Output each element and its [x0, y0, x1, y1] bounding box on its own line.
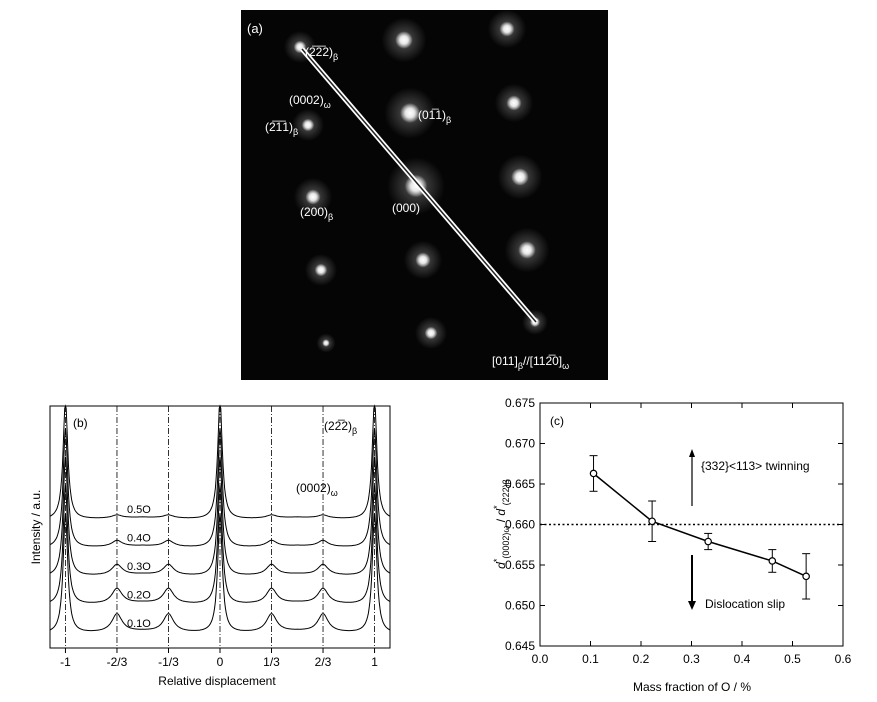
diffraction-spot: [499, 21, 515, 37]
panel-c-axes: 0.0 0.1 0.2 0.3 0.4 0.5 0.6 0.645 0.650 0.655 0.66…: [505, 396, 852, 666]
x-tick-label: 0.2: [633, 652, 650, 666]
x-tick-label: 0.0: [532, 652, 549, 666]
series-label: 0.2O: [127, 590, 151, 602]
diffraction-spot: [506, 95, 522, 111]
spot-label-211: (2̅1̅1)β: [265, 120, 298, 137]
panel-c-y-axis-label: d*(0002)ω / d*(222)β: [492, 479, 511, 569]
spot-label-200: (200)β: [300, 205, 333, 222]
x-tick-label: 1/3: [263, 655, 280, 669]
x-tick-label: 0.3: [683, 652, 700, 666]
intensity-curve: [49, 428, 391, 547]
panel-c-x-axis-label: Mass fraction of O / %: [633, 680, 751, 694]
panel-b-tag: (b): [73, 416, 88, 430]
diffraction-spot: [314, 263, 328, 277]
twinning-annotation: {332}<113> twinning: [701, 459, 810, 473]
spot-label-011: (01̅1)β: [418, 108, 451, 125]
spot-label-222: (2̅2̅2)β: [305, 45, 338, 62]
panel-b-curves: [49, 404, 391, 632]
y-tick-label: 0.655: [505, 558, 535, 572]
x-tick-label: -2/3: [107, 655, 128, 669]
panel-c-ratio-plot: 0.0 0.1 0.2 0.3 0.4 0.5 0.6 0.645 0.650 0.655 0.66…: [492, 396, 852, 694]
panel-a-tag: (a): [247, 21, 263, 36]
data-point: [589, 469, 598, 478]
spot-label-000: (000): [392, 201, 420, 215]
slip-arrowhead: [688, 601, 696, 610]
y-tick-label: 0.675: [505, 396, 535, 410]
panel-b-dashdot-lines: [65, 406, 375, 648]
panel-b-y-axis-label: Intensity / a.u.: [29, 490, 43, 565]
panel-b-x-axis-label: Relative displacement: [158, 674, 276, 688]
x-tick-label: 0.1: [582, 652, 599, 666]
diffraction-spot: [400, 103, 420, 123]
diffraction-spot: [511, 168, 529, 186]
data-point: [802, 572, 810, 581]
x-tick-label: 1: [371, 655, 378, 669]
diffraction-spot: [424, 326, 438, 340]
x-tick-label: -1: [60, 655, 71, 669]
x-tick-label: 0: [217, 655, 224, 669]
data-point: [704, 537, 712, 546]
intensity-curve: [49, 484, 391, 603]
twinning-arrowhead: [689, 449, 695, 457]
series-label: 0.1O: [127, 618, 151, 630]
panel-b-intensity-profiles: -1 -2/3 -1/3 0 1/3 2/3 1 0.1O0.2O0.3O0.4O0.5O …: [29, 404, 391, 688]
panel-a-diffraction-pattern: (a) (2̅2̅2)β (0002)ω (2̅1̅1)β (01̅1)β (2…: [241, 9, 608, 380]
diffraction-spot: [415, 252, 431, 268]
series-label: 0.5O: [127, 504, 151, 516]
panel-b-x-ticks: -1 -2/3 -1/3 0 1/3 2/3 1: [60, 648, 378, 669]
slip-annotation: Dislocation slip: [705, 597, 785, 611]
zone-axis-label: [011]β//[112̅0]ω: [492, 354, 569, 371]
y-tick-label: 0.650: [505, 599, 535, 613]
spot-label-0002: (0002)ω: [289, 93, 331, 110]
series-label: 0.4O: [127, 533, 151, 545]
series-label: 0.3O: [127, 561, 151, 573]
data-point: [768, 557, 777, 565]
y-tick-label: 0.665: [505, 477, 535, 491]
diffraction-spot: [518, 241, 536, 259]
peak-label-0002: (0002)ω: [296, 481, 338, 498]
y-tick-label: 0.660: [505, 518, 535, 532]
diffraction-spot: [305, 189, 321, 205]
y-tick-label: 0.645: [505, 639, 535, 653]
peak-label-222: (22̅2)β: [324, 419, 357, 436]
x-tick-label: 0.5: [784, 652, 801, 666]
diffraction-spot: [322, 339, 330, 347]
diffraction-spot: [301, 118, 315, 132]
panel-c-data: [540, 455, 843, 600]
x-tick-label: 2/3: [315, 655, 332, 669]
data-point: [648, 517, 656, 526]
x-tick-label: 0.4: [734, 652, 751, 666]
panel-b-series-labels: 0.1O 0.2O 0.3O 0.4O 0.5O: [127, 504, 151, 630]
y-tick-label: 0.670: [505, 437, 535, 451]
panel-c-tag: (c): [550, 414, 564, 428]
intensity-curve: [49, 456, 391, 575]
x-tick-label: -1/3: [158, 655, 179, 669]
diffraction-spot: [395, 31, 413, 49]
trace-line-inner: [301, 48, 537, 323]
x-tick-label: 0.6: [835, 652, 852, 666]
intensity-curve: [49, 513, 391, 632]
intensity-curve: [49, 404, 391, 519]
